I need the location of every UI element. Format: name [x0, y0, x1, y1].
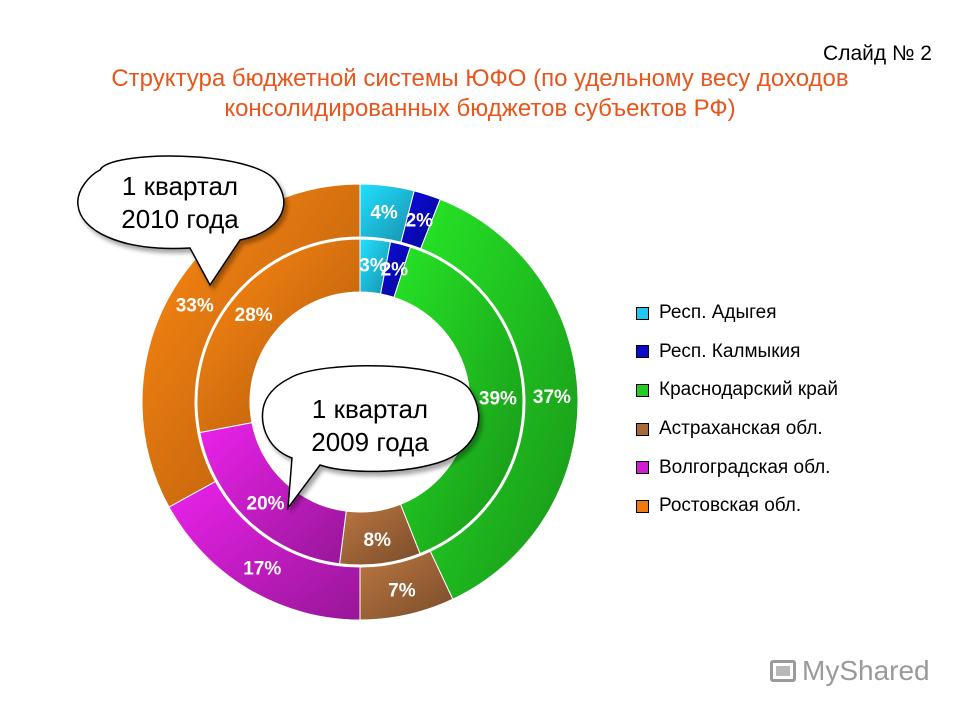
legend-label: Ростовская обл. — [659, 495, 802, 517]
outer-label-1: 2% — [406, 210, 434, 231]
slide-title: Структура бюджетной системы ЮФО (по удел… — [0, 64, 960, 124]
inner-label-4: 20% — [247, 494, 285, 515]
chart-legend: Респ. Адыгея Респ. Калмыкия Краснодарский … — [636, 294, 838, 526]
legend-label: Краснодарский край — [659, 379, 838, 401]
outer-slice-5 — [141, 183, 361, 508]
outer-label-2: 37% — [533, 387, 571, 408]
watermark-text: MyShared — [802, 655, 930, 686]
legend-swatch — [636, 422, 649, 436]
callout-2009-line1: 1 квартал — [312, 394, 428, 424]
callout-2010-line1: 1 квартал — [122, 171, 238, 201]
legend-swatch — [636, 461, 649, 475]
legend-label: Астраханская обл. — [659, 418, 823, 440]
legend-swatch — [636, 499, 649, 513]
callout-2009-line2: 2009 года — [311, 427, 429, 457]
inner-label-1: 2% — [381, 259, 409, 280]
inner-slice-5 — [196, 238, 361, 434]
outer-label-0: 4% — [370, 203, 398, 224]
outer-label-4: 17% — [243, 558, 281, 579]
slide-number: Слайд № 2 — [823, 42, 932, 65]
legend-item: Волгоградская обл. — [636, 448, 838, 487]
legend-swatch — [636, 306, 649, 320]
inner-label-5: 28% — [235, 305, 273, 326]
monitor-icon — [770, 660, 796, 682]
inner-label-3: 8% — [364, 530, 392, 551]
callout-2010 — [77, 155, 285, 287]
legend-item: Респ. Адыгея — [636, 294, 838, 333]
callout-2010-line2: 2010 года — [121, 204, 239, 234]
legend-item: Астраханская обл. — [636, 410, 838, 449]
legend-swatch — [636, 383, 649, 397]
watermark: MyShared — [770, 655, 930, 687]
outer-slice-2 — [420, 198, 579, 600]
slide-title-line1: Структура бюджетной системы ЮФО (по удел… — [111, 65, 849, 92]
legend-label: Респ. Калмыкия — [659, 340, 801, 362]
callout-2009 — [261, 365, 480, 511]
slide-title-line2: консолидированных бюджетов субъектов РФ) — [224, 95, 736, 122]
outer-label-3: 7% — [388, 580, 416, 601]
inner-label-0: 3% — [359, 256, 387, 277]
legend-label: Волгоградская обл. — [659, 456, 831, 478]
inner-label-2: 39% — [479, 389, 517, 410]
legend-item: Ростовская обл. — [636, 487, 838, 526]
legend-swatch — [636, 345, 649, 359]
legend-item: Респ. Калмыкия — [636, 333, 838, 372]
inner-slice-2 — [393, 246, 524, 555]
legend-item: Краснодарский край — [636, 371, 838, 410]
outer-label-5: 33% — [176, 295, 214, 316]
legend-label: Респ. Адыгея — [659, 302, 777, 324]
